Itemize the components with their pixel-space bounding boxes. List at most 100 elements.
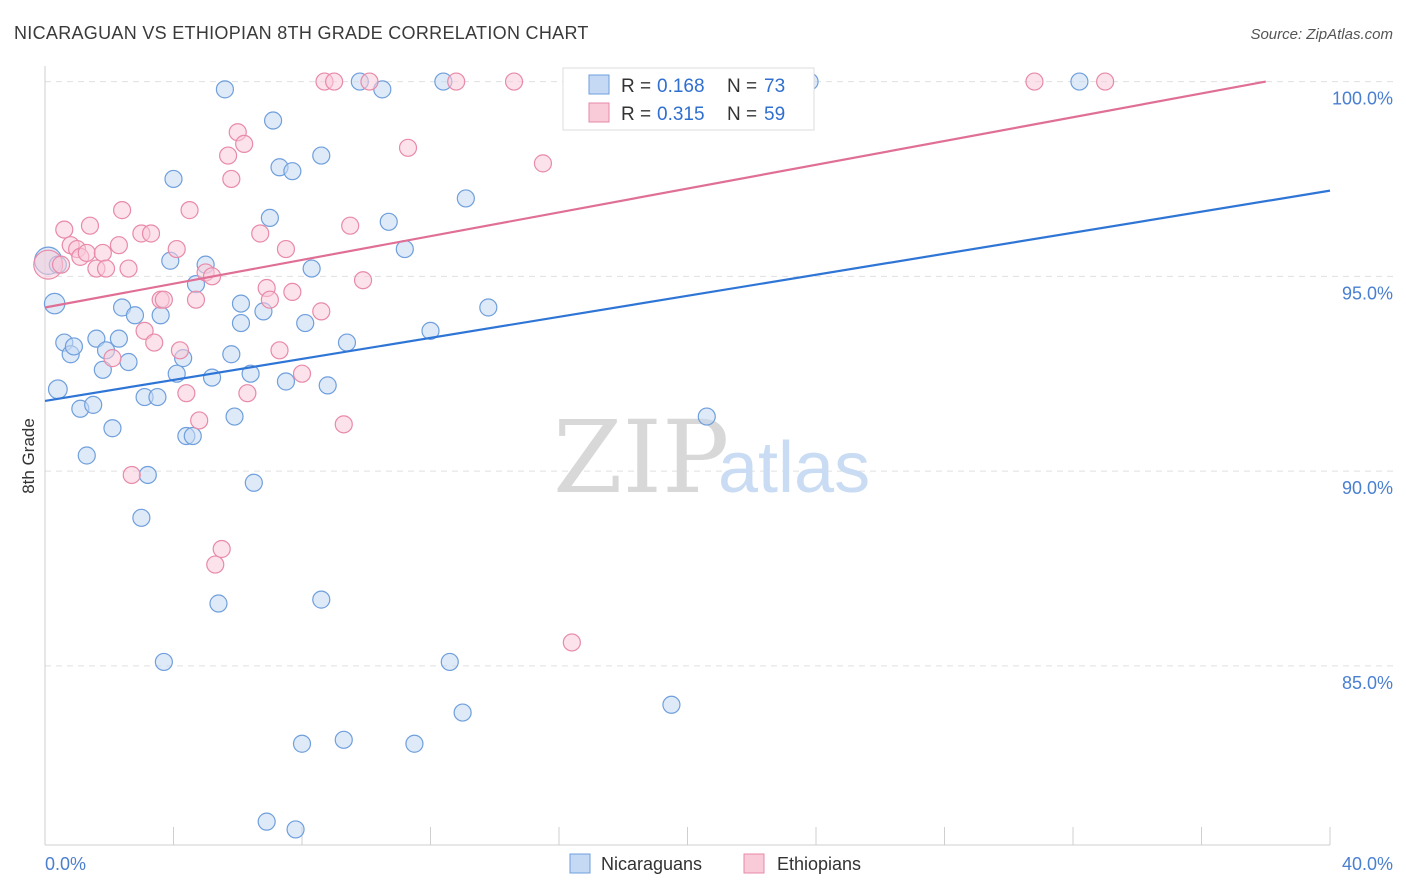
nicaraguan-point [231, 313, 251, 333]
ethiopian-point [93, 243, 112, 263]
stats-n-value-ethiopians: 59 [764, 104, 785, 125]
chart-title: NICARAGUAN VS ETHIOPIAN 8TH GRADE CORREL… [14, 23, 589, 43]
ethiopian-point [325, 72, 344, 91]
nicaraguan-point [84, 395, 103, 414]
nicaraguan-point [697, 407, 716, 426]
nicaraguan-point [241, 364, 260, 383]
x-tick-labels: 0.0% 40.0% [45, 854, 1393, 874]
stats-swatch-nicaraguans [588, 74, 610, 95]
trend-lines [44, 80, 1331, 403]
nicaraguan-point [276, 372, 296, 391]
watermark: ZIP atlas [553, 399, 870, 516]
nicaraguan-point [138, 465, 157, 485]
nicaraguan-point [225, 407, 244, 426]
nicaraguan-point [318, 376, 337, 395]
nicaraguan-point [263, 111, 283, 130]
y-tick-label: 90.0% [1342, 478, 1393, 498]
nicaraguan-point [244, 473, 263, 492]
ethiopian-point [141, 224, 161, 243]
ethiopian-point [170, 341, 190, 360]
nicaraguan-point [334, 730, 353, 749]
ethiopian-point [206, 555, 225, 574]
nicaraguan-point [148, 387, 167, 407]
y-tick-labels: 85.0% 90.0% 95.0% 100.0% [1332, 89, 1393, 693]
ethiopian-point [1096, 72, 1115, 91]
nicaraguan-point [440, 652, 459, 672]
trend-line-nicaraguans [44, 189, 1331, 403]
watermark-atlas: atlas [718, 428, 870, 508]
ethiopian-point [119, 259, 138, 278]
nicaraguan-point [215, 80, 234, 99]
ethiopian-point [190, 411, 209, 430]
ethiopian-point [212, 539, 231, 559]
nicaraguan-point [164, 169, 183, 189]
nicaraguan-point [479, 298, 498, 317]
nicaraguan-point [87, 329, 106, 348]
ethiopian-point [186, 290, 206, 309]
ethiopian-point [276, 239, 296, 259]
nicaraguan-point [379, 212, 398, 231]
ethiopian-point [283, 282, 302, 302]
nicaraguan-point [119, 352, 138, 372]
nicaraguan-point [453, 703, 472, 722]
chart-source: Source: ZipAtlas.com [1250, 26, 1393, 43]
stats-r-value-nicaraguans: 0.168 [657, 76, 705, 97]
ethiopian-point [112, 201, 132, 220]
nicaraguan-point [109, 329, 128, 348]
nicaraguan-point [103, 419, 122, 438]
nicaraguan-point [405, 734, 424, 753]
ethiopian-point [167, 239, 186, 259]
x-tick-label: 40.0% [1342, 854, 1393, 874]
ethiopian-point [51, 255, 71, 274]
nicaraguan-point [132, 508, 151, 527]
ethiopian-point [312, 302, 331, 321]
ethiopian-point [235, 134, 254, 153]
nicaraguan-point [296, 313, 315, 333]
ethiopian-point [96, 259, 116, 278]
ethiopian-point [122, 465, 141, 485]
stats-n-label-ethiopians: N = [727, 104, 757, 125]
ethiopian-point [353, 271, 373, 290]
nicaraguan-point [292, 734, 312, 753]
nicaraguan-point [421, 321, 440, 340]
nicaraguan-point [1070, 72, 1089, 91]
ethiopian-point [55, 220, 74, 239]
ethiopian-point [80, 216, 100, 235]
y-tick-label: 85.0% [1342, 673, 1393, 693]
nicaraguan-point [183, 426, 202, 446]
stats-n-value-nicaraguans: 73 [764, 76, 785, 97]
y-axis-label: 8th Grade [19, 418, 38, 494]
nicaraguan-point [456, 189, 475, 208]
nicaraguan-point [64, 337, 84, 356]
ethiopian-point [1025, 72, 1044, 91]
ethiopian-point [177, 384, 196, 403]
axes [44, 66, 1331, 846]
legend-swatch-ethiopians [743, 853, 765, 874]
ethiopian-point [341, 216, 360, 235]
nicaraguan-point [93, 360, 112, 379]
ethiopian-point [533, 154, 553, 173]
legend-label-ethiopians: Ethiopians [777, 854, 861, 874]
nicaraguan-point [125, 306, 145, 325]
x-tick-label: 0.0% [45, 854, 86, 874]
stats-r-label-ethiopians: R = [621, 104, 651, 125]
ethiopian-point [219, 146, 238, 165]
nicaraguan-point [302, 259, 321, 278]
ethiopian-point [145, 333, 164, 352]
ethiopian-point [398, 138, 418, 157]
ethiopian-point [292, 364, 312, 383]
nicaraguan-point [47, 379, 68, 400]
nicaraguan-point [260, 208, 279, 228]
legend-label-nicaraguans: Nicaraguans [601, 854, 702, 874]
nicaraguan-point [231, 294, 251, 313]
ethiopian-point [447, 72, 466, 91]
nicaraguan-point [312, 146, 331, 165]
bottom-legend: Nicaraguans Ethiopians [569, 853, 861, 874]
ethiopian-point [154, 290, 173, 309]
nicaraguan-point [154, 652, 173, 672]
ethiopian-point [135, 321, 154, 340]
stats-swatch-ethiopians [588, 102, 610, 123]
ethiopian-point [562, 633, 581, 652]
stats-legend: R = 0.168 N = 73 R = 0.315 N = 59 [562, 67, 815, 131]
